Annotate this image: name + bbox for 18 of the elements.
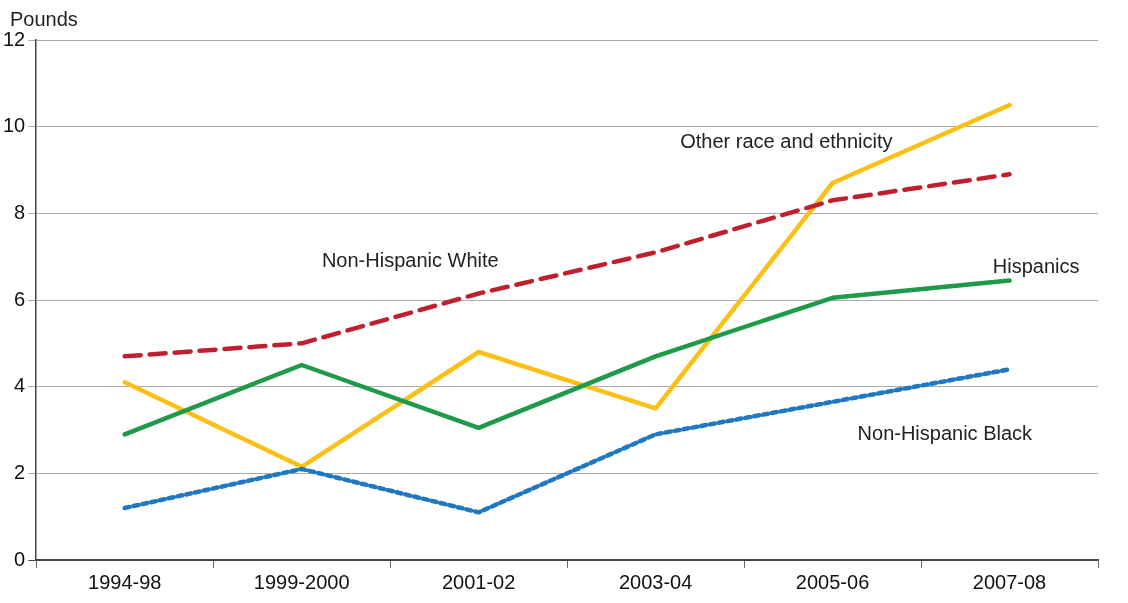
- y-tick-label: 6: [14, 287, 26, 310]
- y-axis-title: Pounds: [10, 7, 78, 30]
- y-tick-label: 0: [14, 547, 26, 570]
- y-tick-label: 10: [3, 114, 26, 137]
- y-tick-label: 8: [14, 200, 26, 223]
- series-label: Other race and ethnicity: [680, 129, 893, 152]
- series-label: Non-Hispanic Black: [857, 422, 1034, 445]
- x-tick-label: 2005-06: [795, 570, 870, 593]
- series-label: Hispanics: [992, 255, 1080, 278]
- y-tick-label: 4: [14, 374, 26, 397]
- x-tick-label: 2003-04: [618, 570, 693, 593]
- y-tick-label: 2: [14, 460, 26, 483]
- x-tick-label: 1999-2000: [253, 570, 350, 593]
- x-tick-label: 1994-98: [88, 570, 162, 593]
- series-label: Non-Hispanic White: [321, 249, 499, 272]
- x-tick-label: 2007-08: [972, 570, 1047, 593]
- x-tick-label: 2001-02: [441, 570, 516, 593]
- y-tick-label: 12: [3, 27, 26, 50]
